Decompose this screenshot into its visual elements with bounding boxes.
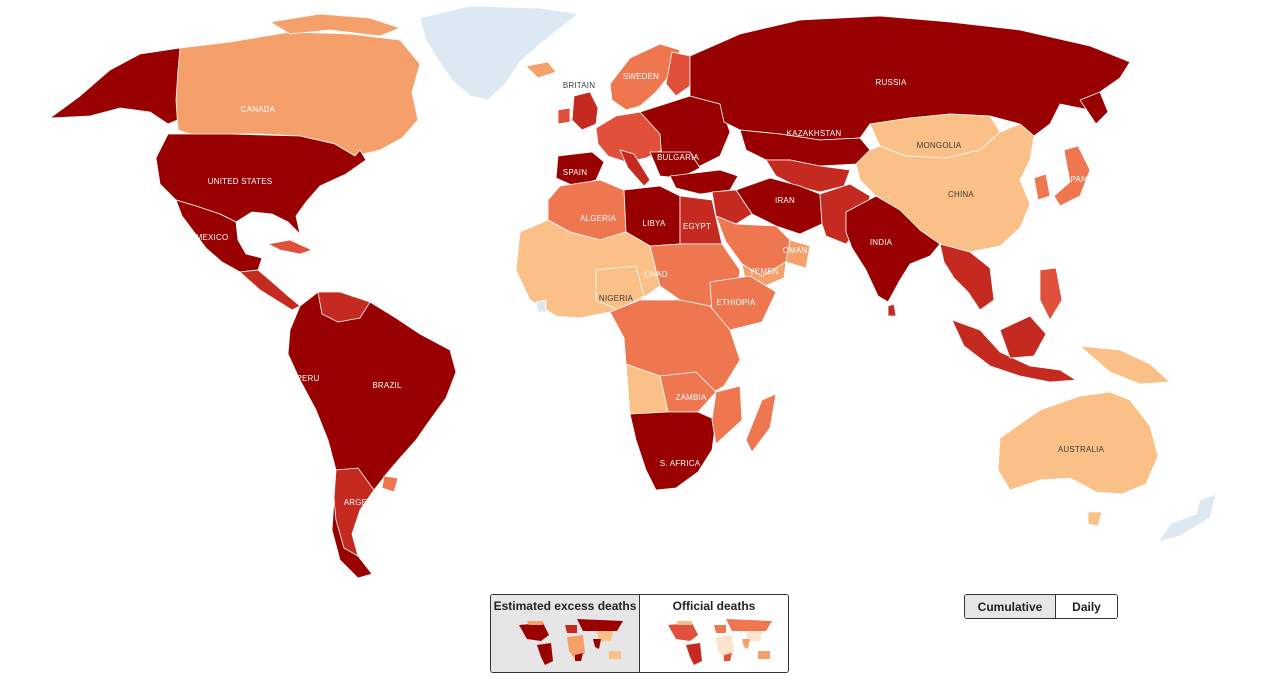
finland[interactable] — [665, 51, 691, 97]
label-peru: PERU — [296, 374, 319, 383]
label-ethiopia: ETHIOPIA — [717, 298, 756, 307]
kamchatka[interactable] — [1079, 91, 1109, 125]
cuba[interactable] — [267, 239, 313, 255]
estimated-excess-deaths-option[interactable]: Estimated excess deaths — [491, 595, 639, 672]
label-kazakhstan: KAZAKHSTAN — [787, 129, 842, 138]
philippines[interactable] — [1039, 267, 1063, 321]
korea[interactable] — [1033, 173, 1051, 201]
label-japan: JAPAN — [1061, 175, 1087, 184]
new-guinea[interactable] — [1079, 345, 1171, 385]
label-s-africa: S. AFRICA — [660, 459, 701, 468]
label-mongolia: MONGOLIA — [917, 141, 962, 150]
mozambique[interactable] — [711, 385, 743, 445]
label-libya: LIBYA — [642, 219, 666, 228]
label-argentina: ARGENTINA — [344, 498, 393, 507]
label-australia: AUSTRALIA — [1058, 445, 1105, 454]
sri-lanka[interactable] — [887, 303, 897, 317]
mexico[interactable] — [175, 199, 263, 273]
label-spain: SPAIN — [563, 168, 587, 177]
new-zealand[interactable] — [1157, 493, 1217, 543]
turkey[interactable] — [669, 169, 739, 195]
scandinavia[interactable] — [609, 43, 681, 111]
official-deaths-label: Official deaths — [672, 599, 756, 613]
iceland[interactable] — [525, 61, 557, 79]
label-china: CHINA — [948, 190, 974, 199]
oman[interactable] — [785, 239, 811, 269]
alaska[interactable] — [49, 47, 183, 125]
label-nigeria: NIGERIA — [599, 294, 634, 303]
view-toggle: Estimated excess deaths Official deaths — [490, 594, 789, 673]
borneo[interactable] — [999, 315, 1047, 359]
label-algeria: ALGERIA — [580, 214, 617, 223]
label-canada: CANADA — [241, 105, 276, 114]
label-russia: RUSSIA — [876, 78, 907, 87]
label-bulgaria: BULGARIA — [657, 153, 700, 162]
cumulative-button[interactable]: Cumulative — [965, 595, 1055, 618]
world-map[interactable]: CANADA UNITED STATES MEXICO PERU BRAZIL … — [0, 0, 1280, 590]
nigeria[interactable] — [595, 265, 645, 311]
label-mexico: MEXICO — [196, 233, 229, 242]
central-america[interactable] — [239, 269, 301, 311]
uruguay[interactable] — [381, 475, 399, 493]
label-oman: OMAN — [783, 246, 808, 255]
venezuela[interactable] — [317, 291, 371, 323]
label-india: INDIA — [870, 238, 893, 247]
canada-arctic-islands — [269, 13, 401, 37]
official-map-thumbnail — [668, 619, 772, 665]
label-britain: BRITAIN — [563, 81, 595, 90]
southern-africa[interactable] — [629, 411, 717, 491]
madagascar[interactable] — [745, 393, 777, 453]
malaysia-indonesia[interactable] — [951, 319, 1077, 383]
mode-toggle: Cumulative Daily — [964, 594, 1118, 619]
label-egypt: EGYPT — [683, 222, 711, 231]
iraq-syria[interactable] — [711, 189, 753, 225]
australia[interactable] — [997, 391, 1159, 495]
label-sweden: SWEDEN — [623, 72, 659, 81]
balkans[interactable] — [649, 151, 701, 179]
greenland[interactable] — [419, 5, 579, 101]
label-iran: IRAN — [775, 196, 795, 205]
daily-button[interactable]: Daily — [1055, 595, 1117, 618]
label-yemen: YEMEN — [749, 267, 778, 276]
india[interactable] — [845, 195, 941, 303]
south-america-north[interactable] — [287, 291, 457, 579]
italy[interactable] — [619, 149, 651, 187]
estimated-map-thumbnail — [519, 619, 623, 665]
label-zambia: ZAMBIA — [676, 393, 707, 402]
tasmania[interactable] — [1087, 511, 1103, 527]
canada[interactable] — [175, 31, 421, 157]
label-united-states: UNITED STATES — [208, 177, 273, 186]
official-deaths-option[interactable]: Official deaths — [639, 595, 788, 672]
label-chad: CHAD — [644, 270, 667, 279]
label-brazil: BRAZIL — [372, 381, 402, 390]
spain[interactable] — [555, 151, 605, 187]
estimated-excess-deaths-label: Estimated excess deaths — [493, 599, 637, 613]
sierra-leone[interactable] — [535, 299, 547, 313]
ireland[interactable] — [557, 107, 571, 125]
myanmar-thailand[interactable] — [939, 243, 995, 311]
argentina-south[interactable] — [333, 467, 375, 557]
japan[interactable] — [1053, 145, 1091, 207]
britain[interactable] — [571, 91, 599, 131]
